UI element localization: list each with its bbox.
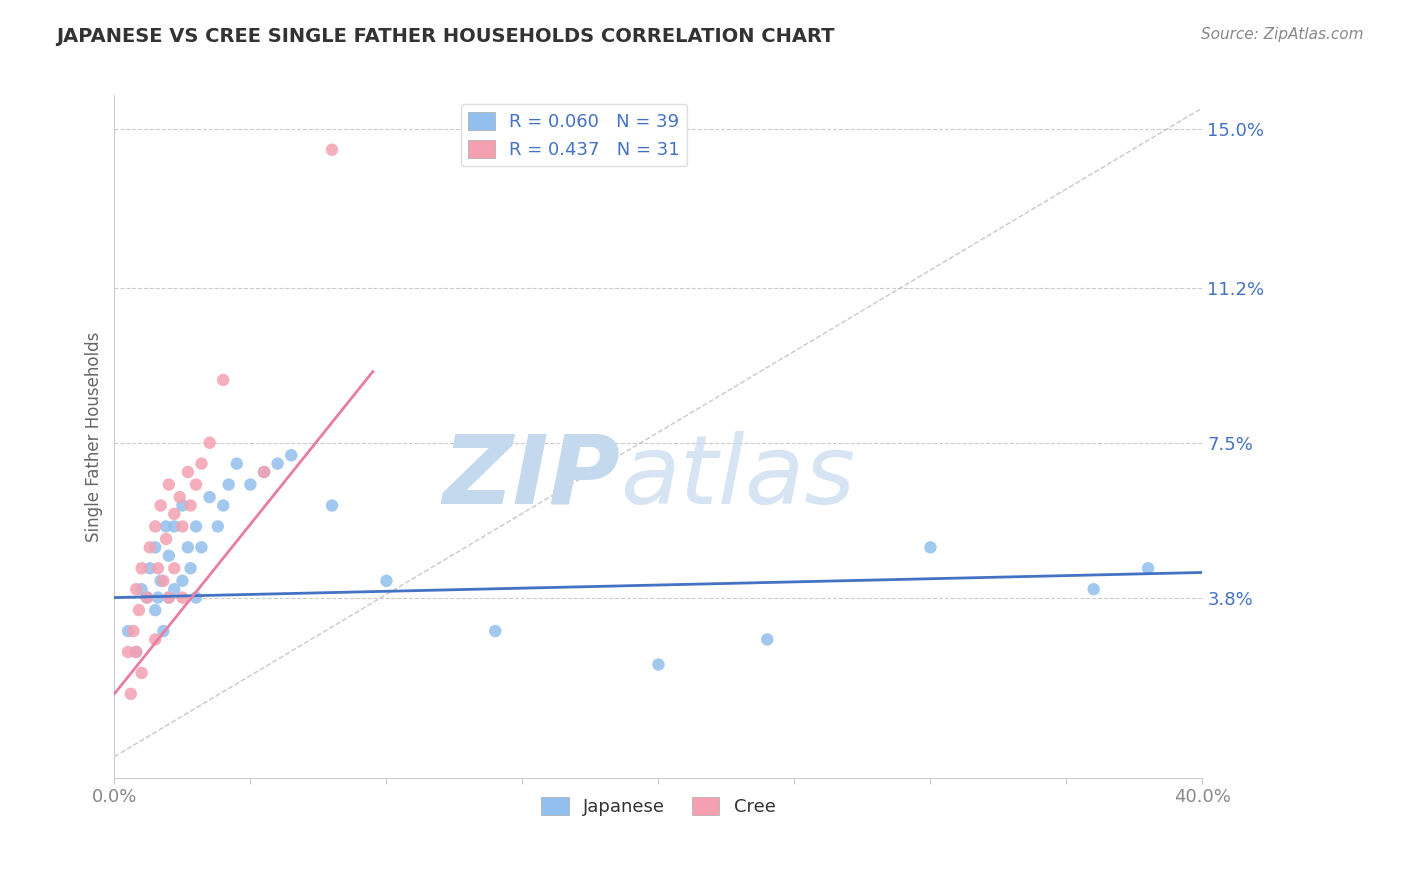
- Y-axis label: Single Father Households: Single Father Households: [86, 331, 103, 541]
- Point: [125, 645, 148, 659]
- Point: [218, 477, 240, 491]
- Legend: Japanese, Cree: Japanese, Cree: [534, 789, 783, 823]
- Point: [184, 477, 207, 491]
- Point: [146, 591, 169, 605]
- Point: [157, 591, 180, 605]
- Point: [212, 373, 235, 387]
- Point: [321, 143, 343, 157]
- Point: [239, 477, 262, 491]
- Point: [190, 541, 212, 555]
- Point: [172, 499, 194, 513]
- Point: [125, 645, 148, 659]
- Point: [120, 687, 142, 701]
- Point: [157, 591, 180, 605]
- Point: [143, 541, 166, 555]
- Point: [253, 465, 276, 479]
- Point: [163, 561, 186, 575]
- Point: [484, 624, 506, 638]
- Point: [756, 632, 779, 647]
- Point: [180, 561, 202, 575]
- Point: [163, 582, 186, 597]
- Point: [180, 499, 202, 513]
- Point: [190, 457, 212, 471]
- Point: [177, 465, 200, 479]
- Point: [266, 457, 288, 471]
- Point: [117, 624, 139, 638]
- Point: [172, 591, 194, 605]
- Point: [122, 624, 145, 638]
- Point: [212, 499, 235, 513]
- Point: [146, 561, 169, 575]
- Point: [321, 499, 343, 513]
- Point: [149, 574, 172, 588]
- Point: [117, 645, 139, 659]
- Point: [184, 519, 207, 533]
- Point: [172, 574, 194, 588]
- Point: [172, 519, 194, 533]
- Point: [157, 477, 180, 491]
- Point: [253, 465, 276, 479]
- Point: [136, 591, 159, 605]
- Point: [131, 665, 153, 680]
- Point: [198, 435, 221, 450]
- Point: [131, 582, 153, 597]
- Point: [1137, 561, 1160, 575]
- Point: [128, 603, 150, 617]
- Point: [198, 490, 221, 504]
- Point: [184, 591, 207, 605]
- Point: [207, 519, 229, 533]
- Point: [163, 507, 186, 521]
- Point: [143, 603, 166, 617]
- Point: [647, 657, 669, 672]
- Point: [125, 582, 148, 597]
- Point: [152, 574, 174, 588]
- Text: Source: ZipAtlas.com: Source: ZipAtlas.com: [1201, 27, 1364, 42]
- Text: ZIP: ZIP: [443, 431, 620, 524]
- Point: [136, 591, 159, 605]
- Point: [177, 541, 200, 555]
- Point: [155, 519, 177, 533]
- Point: [139, 541, 162, 555]
- Point: [169, 490, 191, 504]
- Point: [375, 574, 398, 588]
- Point: [1083, 582, 1105, 597]
- Point: [139, 561, 162, 575]
- Text: JAPANESE VS CREE SINGLE FATHER HOUSEHOLDS CORRELATION CHART: JAPANESE VS CREE SINGLE FATHER HOUSEHOLD…: [56, 27, 835, 45]
- Point: [152, 624, 174, 638]
- Point: [143, 519, 166, 533]
- Point: [920, 541, 942, 555]
- Point: [163, 519, 186, 533]
- Point: [157, 549, 180, 563]
- Point: [143, 632, 166, 647]
- Point: [149, 499, 172, 513]
- Point: [225, 457, 247, 471]
- Text: atlas: atlas: [620, 431, 855, 524]
- Point: [280, 448, 302, 462]
- Point: [131, 561, 153, 575]
- Point: [155, 532, 177, 546]
